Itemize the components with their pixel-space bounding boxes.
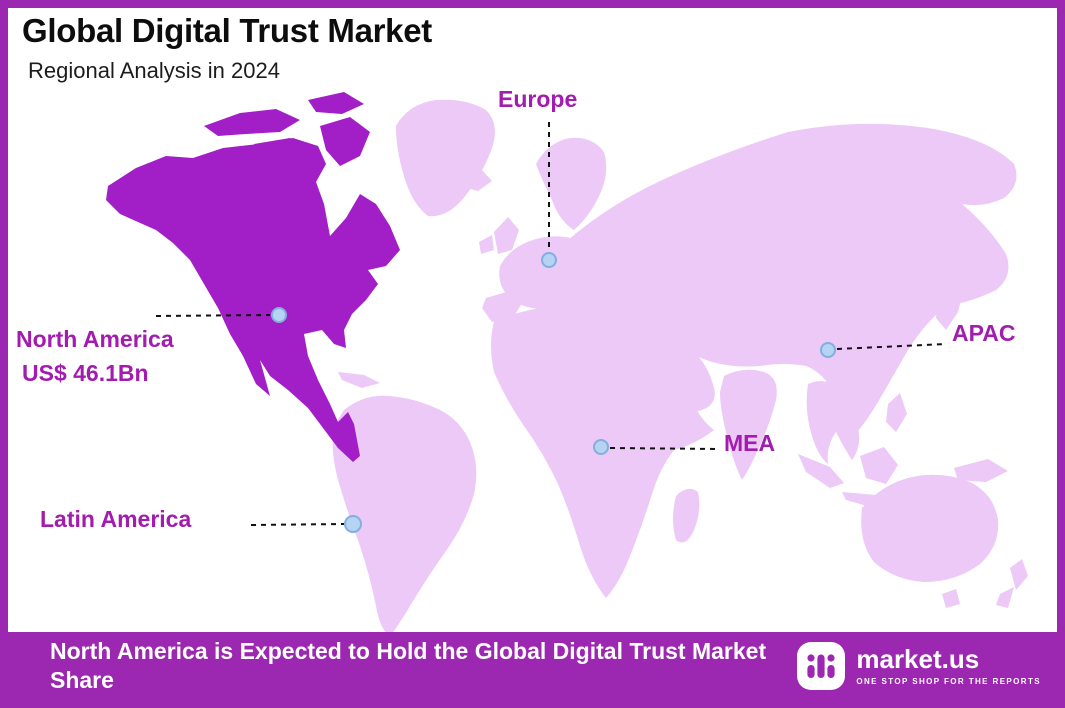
region-markers [271,252,836,533]
region-arctic-island-1 [204,109,300,136]
region-scandinavia [536,137,607,230]
label-north-america-value: US$ 46.1Bn [22,360,149,386]
region-iberia [482,291,522,322]
island-caribbean [338,372,380,388]
map-highlight-region [106,92,400,462]
marker-mea [593,439,609,455]
region-southeast-asia [806,381,860,464]
region-north-america [106,138,400,462]
logo-tagline: ONE STOP SHOP FOR THE REPORTS [856,676,1041,686]
label-mea: MEA [724,430,776,456]
marker-apac [820,342,836,358]
island-japan [936,279,964,330]
island-ireland [479,235,494,254]
island-new-guinea [954,459,1008,482]
page-title: Global Digital Trust Market [22,12,432,49]
world-map [106,92,1028,636]
logo-brand: market.us [856,644,980,675]
continent-south-america [332,395,477,636]
marker-europe [541,252,557,268]
region-india [720,369,777,480]
leader-lines [155,122,947,526]
continent-australia [861,474,999,582]
leader-line-apac [836,343,947,350]
region-arctic-island-2 [254,138,312,158]
marker-north-america [271,307,287,323]
island-new-zealand-south [996,587,1014,608]
island-new-zealand-north [1010,559,1028,590]
label-apac: APAC [952,320,1016,346]
marketus-logo-text: market.us ONE STOP SHOP FOR THE REPORTS [856,644,1041,686]
region-baffin-island [320,117,370,166]
island-sumatra [798,454,844,488]
marker-latin-america [344,515,362,533]
island-iceland [460,170,492,191]
label-north-america: North America [16,326,174,352]
banner-text: North America is Expected to Hold the Gl… [50,637,767,693]
region-ellesmere-island [308,92,364,114]
island-borneo [860,447,898,484]
label-europe: Europe [498,86,578,112]
marketus-logo: market.us ONE STOP SHOP FOR THE REPORTS [796,641,1041,691]
label-latin-america: Latin America [40,506,192,532]
map-light-regions [332,99,1028,636]
marketus-logo-icon [797,642,846,690]
continent-asia [568,123,1017,436]
leader-line-latin-america [250,523,345,526]
island-uk [494,217,519,254]
island-philippines [886,393,907,432]
page-subtitle: Regional Analysis in 2024 [28,58,280,83]
footer-banner: North America is Expected to Hold the Gl… [8,632,1057,700]
continent-greenland [396,99,495,217]
island-madagascar [673,488,700,543]
leader-line-mea [609,447,721,450]
header: Global Digital Trust Market Regional Ana… [22,12,432,84]
island-tasmania [942,589,960,608]
